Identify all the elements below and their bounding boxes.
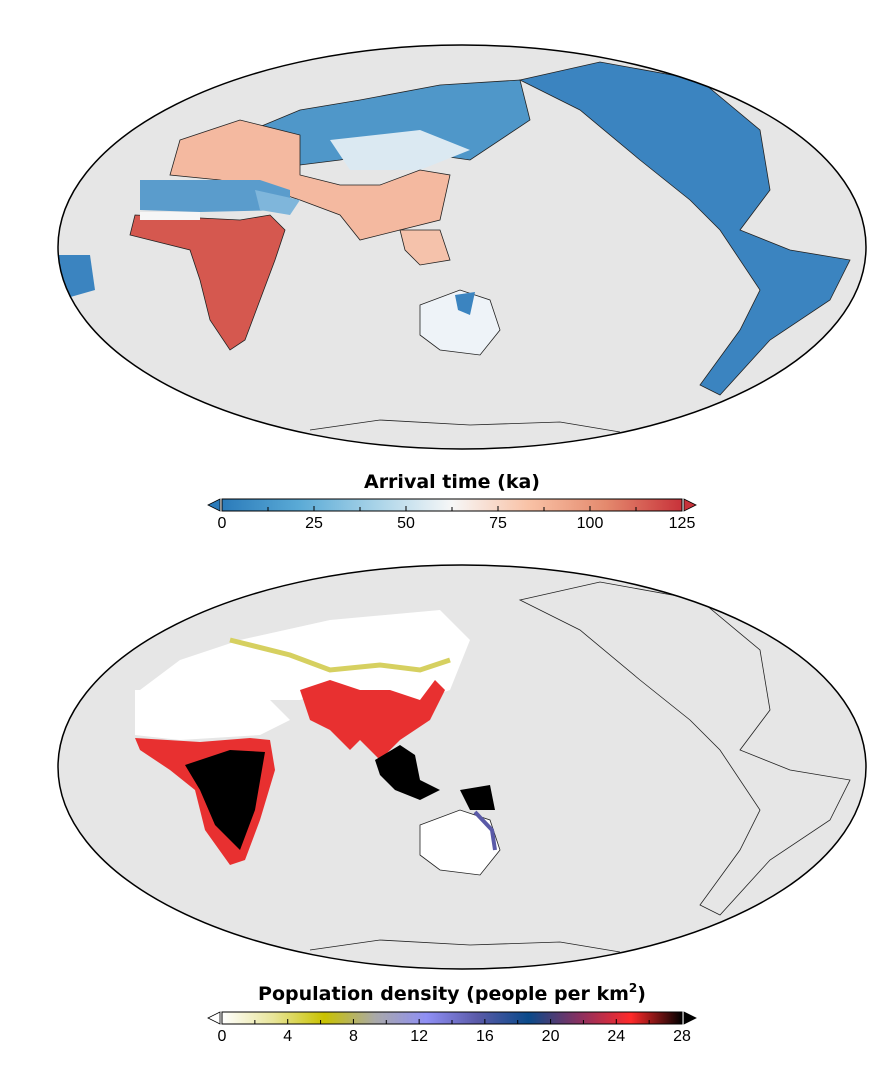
colorbar-tick-label: 16	[476, 1028, 494, 1045]
population-density-map	[57, 564, 867, 970]
australia-east-coast	[473, 810, 497, 851]
north-eurasia-region	[239, 79, 531, 166]
colorbar-tick-label: 125	[669, 515, 696, 532]
arrival-time-map	[57, 44, 867, 450]
colorbar-tick-label: 4	[283, 1028, 292, 1045]
middle-east-region	[255, 190, 300, 215]
map-border	[57, 44, 867, 450]
new-guinea-black-region	[460, 785, 495, 810]
extend-low-triangle	[207, 498, 221, 512]
africa-west-region	[140, 212, 200, 220]
australia-blue-region	[455, 292, 475, 315]
africa-region	[129, 214, 286, 351]
colorbar-tick-label: 75	[489, 515, 507, 532]
map-border	[57, 564, 867, 970]
southeast-asia-region	[399, 229, 451, 266]
antarctica-outline	[309, 419, 621, 433]
colorbar-tick-label: 50	[397, 515, 415, 532]
extend-high-triangle	[683, 1011, 697, 1025]
africa-black-region	[185, 750, 265, 850]
colorbar-tick-label: 25	[305, 515, 323, 532]
antarctica-outline	[309, 939, 621, 953]
colorbar-tick-label: 12	[410, 1028, 428, 1045]
colorbar-tick-label: 24	[607, 1028, 625, 1045]
colorbar-tick-label: 28	[673, 1028, 691, 1045]
americas-region	[518, 61, 851, 396]
colorbar-tick-label: 8	[349, 1028, 358, 1045]
arrival-colorbar: Arrival time (ka) 0 25 50 75 100 125	[207, 471, 697, 532]
arrival-colorbar-title: Arrival time (ka)	[364, 471, 540, 493]
southeast-asia-black-region	[375, 745, 440, 800]
australia-region	[419, 809, 501, 876]
density-colorbar-title: Population density (people per km2)	[258, 981, 646, 1005]
africa-white-region	[135, 690, 290, 740]
colorbar-tick-label: 20	[542, 1028, 560, 1045]
colorbar-tick-label: 0	[218, 515, 227, 532]
eurasia-yellow-band	[229, 637, 451, 673]
extend-low-triangle	[207, 1011, 221, 1025]
north-eurasia-light-region	[330, 130, 470, 170]
americas-outline	[518, 581, 851, 916]
sahara-region	[140, 180, 290, 212]
south-asia-dense-region	[300, 680, 445, 760]
colorbar-tick-label: 100	[577, 515, 604, 532]
colorbar-tick-label: 0	[218, 1028, 227, 1045]
extend-high-triangle	[683, 498, 697, 512]
australia-region	[419, 289, 501, 356]
density-colorbar: Population density (people per km2) 0 4 8 1…	[207, 981, 697, 1045]
